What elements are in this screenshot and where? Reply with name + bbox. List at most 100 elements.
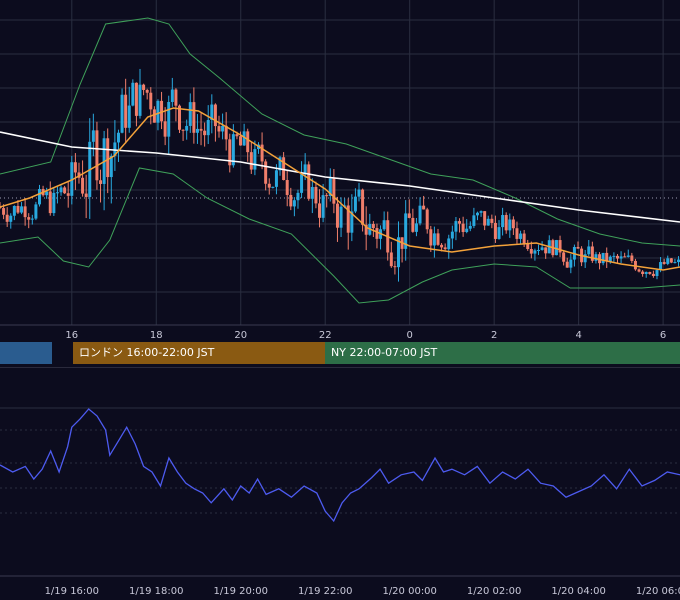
candle-body — [504, 215, 508, 231]
candle-body — [407, 213, 411, 218]
candle-body — [429, 229, 433, 246]
candle-body — [450, 231, 454, 239]
candle-body — [27, 217, 31, 220]
candle-body — [59, 187, 63, 193]
candle-body — [544, 247, 548, 254]
candle-body — [285, 180, 289, 195]
candle-body — [414, 223, 418, 232]
candle-body — [519, 233, 523, 239]
oscillator-x-tick-label: 1/20 06:00 — [636, 586, 680, 597]
oscillator-line — [0, 408, 680, 523]
candle-body — [443, 247, 447, 250]
candle-body — [271, 186, 275, 188]
candle-body — [149, 92, 153, 110]
candle-body — [210, 104, 214, 120]
oscillator-chart[interactable]: 1/19 16:00 1/19 18:00 1/19 20:00 1/19 22:00… — [0, 368, 680, 600]
candle-body — [20, 206, 24, 213]
candle-body — [81, 177, 85, 194]
short-moving-average — [0, 107, 680, 271]
candle-body — [274, 170, 278, 187]
candle-body — [45, 191, 49, 196]
candle-body — [120, 94, 124, 133]
oscillator-x-tick-label: 1/19 20:00 — [214, 586, 268, 597]
price-x-tick-label: 16 — [65, 330, 78, 341]
candle-body — [314, 186, 318, 204]
candle-body — [432, 233, 436, 246]
candle-body — [199, 128, 203, 131]
pane-separator[interactable] — [0, 367, 680, 368]
candle-body — [239, 136, 243, 146]
price-x-tick-label: 22 — [319, 330, 332, 341]
candle-body — [292, 200, 296, 207]
candle-body — [185, 125, 189, 131]
candle-body — [224, 125, 228, 140]
candle-body — [23, 206, 27, 218]
candle-body — [633, 260, 637, 270]
candle-body — [594, 254, 598, 261]
candle-body — [461, 223, 465, 233]
candle-body — [99, 180, 103, 184]
candle-body — [565, 261, 569, 268]
price-grid — [0, 0, 680, 326]
candle-body — [612, 255, 616, 257]
candle-body — [637, 269, 641, 272]
candle-body — [138, 84, 142, 116]
candle-body — [163, 121, 167, 137]
candle-body — [12, 205, 16, 216]
price-chart[interactable]: 16 18 20 22 0 2 4 6 — [0, 0, 680, 342]
candle-body — [641, 271, 645, 274]
candle-body — [296, 192, 300, 201]
candle-body — [472, 215, 476, 226]
candle-body — [626, 255, 630, 257]
candle-body — [221, 125, 225, 132]
candle-body — [475, 212, 479, 216]
candle-body — [113, 142, 117, 156]
candle-body — [353, 196, 357, 212]
price-x-tick-label: 0 — [407, 330, 413, 341]
candle-body — [307, 164, 311, 199]
candle-body — [447, 238, 451, 250]
candle-body — [156, 100, 160, 123]
candle-body — [116, 132, 120, 143]
price-x-tick-label: 6 — [660, 330, 666, 341]
oscillator-series — [0, 408, 680, 523]
oscillator-grid — [0, 368, 680, 600]
candle-body — [382, 220, 386, 230]
candle-body — [52, 192, 56, 214]
candle-body — [264, 161, 268, 184]
candle-body — [601, 252, 605, 264]
candle-body — [569, 259, 573, 268]
candle-body — [350, 211, 354, 233]
candle-body — [590, 246, 594, 261]
candle-body — [195, 128, 199, 133]
candle-body — [490, 218, 494, 223]
price-x-tick-label: 2 — [491, 330, 497, 341]
candle-body — [648, 272, 652, 274]
candle-body — [167, 101, 171, 137]
candle-body — [37, 189, 41, 205]
candle-body — [142, 84, 146, 90]
candle-body — [242, 131, 246, 146]
candle-body — [583, 254, 587, 263]
candle-body — [203, 130, 207, 136]
candle-body — [206, 119, 210, 136]
candle-body — [145, 89, 149, 93]
candle-body — [468, 225, 472, 229]
candle-body — [605, 252, 609, 262]
candle-body — [55, 192, 59, 194]
candle-body — [440, 244, 444, 248]
candle-body — [522, 233, 526, 244]
candle-body — [66, 193, 70, 196]
candle-body — [515, 228, 519, 239]
candle-body — [235, 134, 239, 137]
oscillator-x-tick-label: 1/19 22:00 — [298, 586, 352, 597]
candle-body — [511, 219, 515, 229]
candle-body — [508, 219, 512, 231]
session-asia — [0, 342, 52, 364]
candle-body — [436, 233, 440, 245]
candle-body — [170, 89, 174, 102]
candle-body — [497, 227, 501, 239]
candle-body — [479, 211, 483, 213]
candle-body — [131, 82, 135, 106]
oscillator-x-tick-label: 1/20 04:00 — [551, 586, 605, 597]
